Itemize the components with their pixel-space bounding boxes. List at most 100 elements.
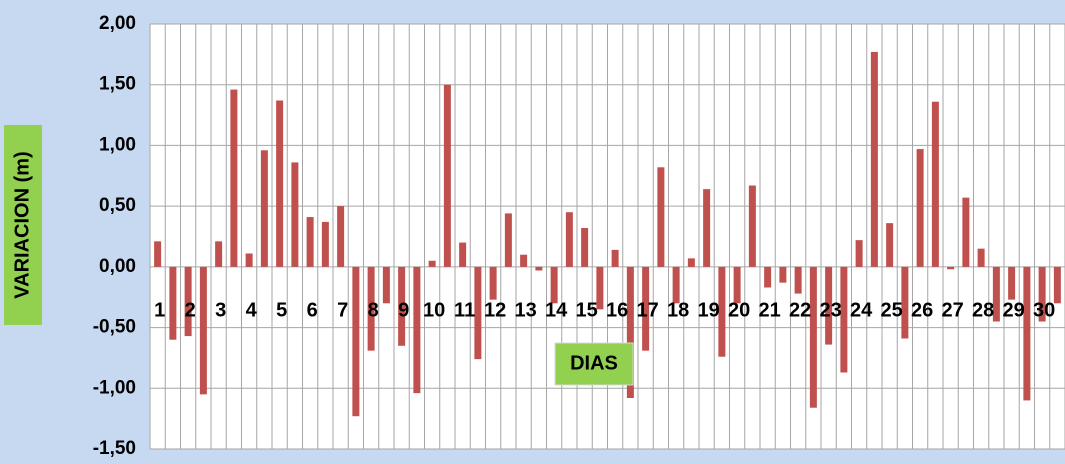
plot-layer: -1,50-1,00-0,500,000,501,001,502,001 2 3 4 5… [93,13,1065,459]
bar [855,240,863,267]
bar [1053,266,1061,304]
x-tick-label: 7 [337,299,348,321]
x-axis-label: DIAS [570,352,618,374]
bar [382,266,390,304]
x-tick-label: 23 [820,299,842,321]
x-tick-label: 20 [728,299,750,321]
y-tick-label: 1,50 [99,74,136,95]
bar [809,266,817,408]
bar [642,266,650,351]
bar [230,89,238,267]
x-tick-label: 10 [423,299,445,321]
x-tick-label: 12 [484,299,506,321]
bar [870,51,878,267]
bar [886,223,894,267]
bar [367,266,375,351]
x-tick-label: 18 [667,299,689,321]
bar [992,266,1000,322]
bar [260,150,268,267]
bar [718,266,726,357]
bar [825,266,833,345]
bar [657,167,665,267]
x-tick-label: 28 [972,299,994,321]
y-tick-label: 1,00 [99,134,136,155]
x-tick-label: 30 [1033,299,1055,321]
bar [626,266,634,398]
bar [581,228,589,267]
bar [459,242,467,267]
bar [1038,266,1046,322]
bar [504,213,512,267]
x-tick-label: 3 [215,299,226,321]
bar [306,217,314,267]
bar [1008,266,1016,300]
bar [535,266,543,271]
x-tick-label: 1 [154,299,165,321]
x-tick-label: 22 [789,299,811,321]
x-tick-label: 21 [759,299,781,321]
bar [184,266,192,337]
bar [276,100,284,267]
bar [413,266,421,394]
x-tick-label: 2 [185,299,196,321]
bar [840,266,848,373]
bar [901,266,909,339]
bar [687,258,695,267]
x-tick-label: 6 [307,299,318,321]
y-axis-label: VARIACION (m) [11,151,33,298]
bar [169,266,177,340]
x-tick-label: 24 [850,299,873,321]
y-tick-label: -1,50 [93,438,136,459]
x-tick-label: 25 [881,299,903,321]
bar [794,266,802,294]
bar [489,266,497,300]
bar [703,189,711,267]
bar [245,253,253,267]
bar [733,266,741,304]
y-tick-label: -0,50 [93,317,136,338]
x-tick-label: 17 [637,299,659,321]
x-tick-label: 15 [576,299,598,321]
bar [1023,266,1031,401]
y-label-box [4,125,42,325]
x-tick-label: 29 [1003,299,1025,321]
y-tick-label: 2,00 [99,13,136,34]
bar [199,266,207,395]
x-tick-label: 13 [515,299,537,321]
x-tick-label: 4 [246,299,258,321]
bar [916,149,924,267]
x-tick-label: 8 [368,299,379,321]
bar [962,197,970,267]
x-tick-label: 26 [911,299,933,321]
bar [672,266,680,304]
bar [931,101,939,267]
bar [611,249,619,267]
bar [977,248,985,267]
bar [748,185,756,267]
bar [779,266,787,283]
bar [321,221,329,267]
y-tick-label: -1,00 [93,377,136,398]
bar [947,266,955,270]
x-tick-label: 11 [454,299,475,321]
bar [443,84,451,267]
bar [352,266,360,417]
bar [428,260,436,267]
bar [764,266,772,288]
x-label-box [554,342,634,386]
x-tick-label: 14 [545,299,568,321]
bar [520,254,528,267]
y-tick-label: 0,00 [99,256,136,277]
bar [550,266,558,304]
bar [337,206,345,267]
bar [215,241,223,267]
bar [154,241,162,267]
x-tick-label: 5 [276,299,287,321]
x-tick-label: 16 [606,299,628,321]
bar [291,162,299,267]
y-tick-label: 0,50 [99,195,136,216]
x-tick-label: 19 [698,299,720,321]
bar [596,266,604,310]
x-tick-label: 9 [398,299,409,321]
